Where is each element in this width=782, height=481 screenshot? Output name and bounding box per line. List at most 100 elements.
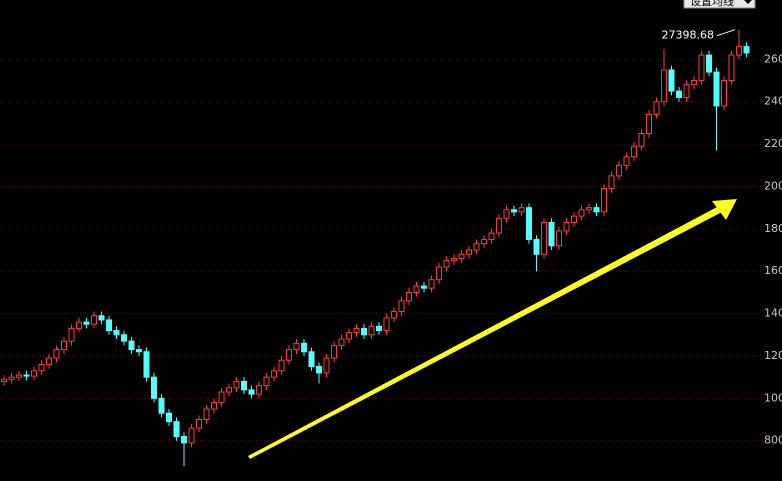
y-tick-label: 22000	[764, 137, 782, 150]
candle-body	[233, 380, 240, 389]
candle-body	[586, 207, 592, 211]
y-tick-label: 14000	[764, 307, 782, 320]
trend-arrow-head	[712, 199, 737, 220]
candle-body	[121, 334, 127, 342]
dropdown-icon[interactable]	[744, 0, 752, 4]
y-tick-label: 10000	[764, 391, 782, 404]
candle-body	[331, 344, 337, 359]
candle-body	[398, 300, 405, 312]
candle-body	[23, 374, 30, 377]
candle-body	[526, 207, 532, 240]
candle-body	[676, 90, 682, 98]
annotation-pointer	[716, 29, 736, 37]
candle-body	[278, 359, 285, 372]
candle-body	[323, 357, 330, 374]
candle-body	[458, 253, 465, 260]
candle-body	[436, 266, 442, 281]
candle-body	[496, 217, 502, 234]
candle-body	[31, 370, 37, 377]
candle-body	[68, 327, 75, 342]
candle-body	[53, 349, 60, 359]
candle-body	[338, 338, 345, 346]
candle-body	[616, 164, 622, 177]
candle-body	[46, 357, 52, 365]
candle-body	[308, 351, 315, 368]
candle-body	[211, 402, 217, 410]
candle-body	[271, 370, 277, 378]
y-tick-label: 8000	[764, 434, 782, 447]
candle-body	[346, 332, 352, 340]
candle-body	[38, 363, 45, 372]
candle-body	[503, 209, 510, 219]
candle-body	[256, 385, 262, 395]
candle-body	[263, 376, 270, 387]
candle-body	[638, 132, 645, 147]
candle-body	[226, 387, 232, 393]
candle-body	[608, 175, 615, 190]
candle-body	[143, 351, 150, 378]
candle-body	[76, 321, 82, 329]
candle-body	[286, 349, 292, 361]
candle-body	[203, 408, 210, 421]
y-tick-label: 18000	[764, 222, 782, 235]
candle-body	[136, 349, 142, 353]
candle-body	[61, 340, 67, 351]
candle-body	[541, 221, 547, 255]
candle-body	[668, 69, 675, 92]
button-box[interactable]	[683, 0, 756, 9]
candle-body	[473, 243, 480, 251]
y-tick-label: 16000	[764, 264, 782, 277]
candle-body	[661, 69, 667, 103]
candle-body	[188, 427, 195, 444]
y-tick-label: 26000	[764, 52, 782, 65]
candle-body	[511, 209, 517, 213]
candle-body	[698, 54, 705, 82]
candle-body	[98, 315, 105, 321]
candle-body	[653, 101, 660, 115]
candle-body	[128, 340, 135, 351]
candle-body	[481, 238, 487, 245]
candle-body	[113, 330, 120, 336]
candle-body	[623, 156, 630, 166]
candle-body	[421, 285, 427, 289]
candle-body	[548, 221, 555, 247]
candle-body	[361, 327, 367, 336]
candle-body	[533, 238, 540, 255]
candle-body	[556, 230, 562, 247]
trend-arrow-shaft	[248, 206, 722, 459]
candle-body	[173, 421, 180, 438]
ma-button[interactable]: 设置均线	[683, 0, 756, 9]
candle-body	[241, 380, 247, 391]
candle-body	[571, 215, 577, 223]
candle-body	[293, 342, 300, 351]
candle-body	[518, 207, 525, 213]
candle-body	[1, 378, 7, 382]
candle-body	[8, 376, 15, 380]
candle-body	[691, 80, 697, 86]
candle-body	[383, 317, 390, 332]
candle-body	[151, 376, 157, 399]
annotation-label: 27398.68	[662, 29, 715, 42]
candle-body	[736, 46, 742, 56]
candle-body	[713, 71, 720, 107]
candle-body	[368, 325, 375, 336]
candle-body	[376, 325, 382, 332]
candle-body	[488, 232, 495, 240]
candle-body	[181, 436, 187, 444]
button-label[interactable]: 设置均线	[690, 0, 734, 8]
candle-body	[728, 54, 735, 82]
candle-body	[91, 315, 97, 325]
candle-body	[391, 310, 397, 319]
candle-body	[593, 207, 600, 213]
candle-body	[353, 327, 360, 334]
candle-body	[631, 145, 637, 158]
candle-body	[428, 279, 435, 289]
candle-body	[166, 412, 172, 423]
candle-body	[683, 84, 690, 98]
candle-body	[646, 113, 652, 134]
candle-body	[158, 397, 165, 414]
candle-body	[578, 209, 585, 217]
candle-body	[196, 419, 202, 429]
